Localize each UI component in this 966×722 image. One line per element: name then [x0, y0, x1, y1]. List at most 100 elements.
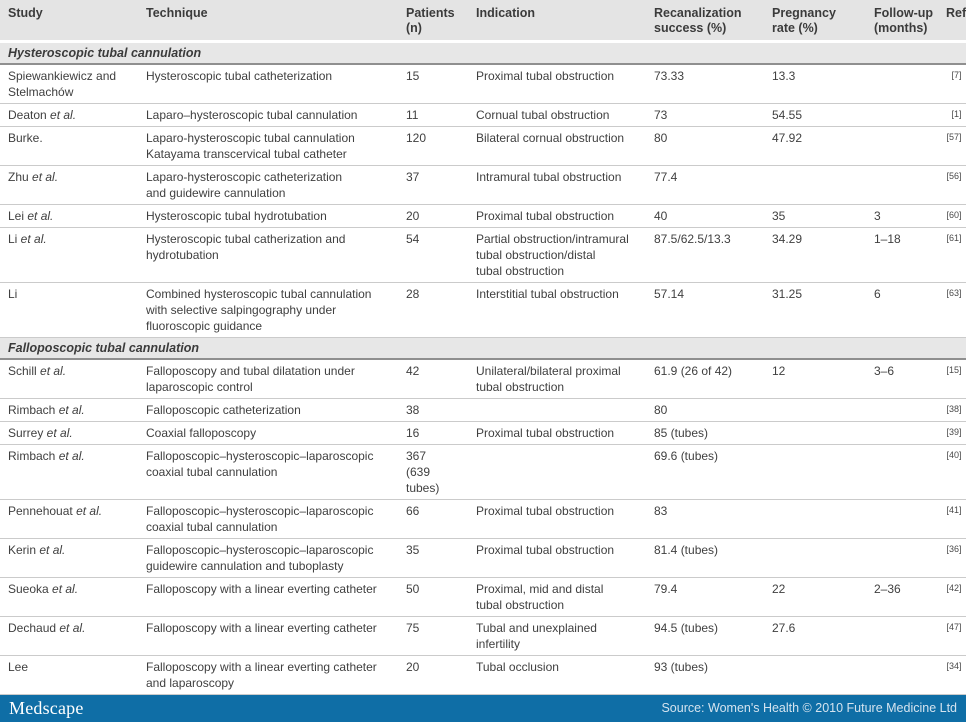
table-row: Pennehouat et al. Falloposcopic–hysterosc…: [0, 499, 966, 539]
section-title: Hysteroscopic tubal cannulation: [0, 41, 966, 65]
indication-cell: Proximal tubal obstruction: [468, 204, 646, 228]
section-header-row: Hysteroscopic tubal cannulation: [0, 41, 966, 65]
pregnancy-cell: 27.6: [764, 616, 866, 656]
table-row: Burke. Laparo-hysteroscopic tubal cannula…: [0, 126, 966, 166]
technique-cell: Falloposcopic–hysteroscopic–laparoscopic…: [138, 538, 398, 578]
followup-cell: [866, 655, 938, 695]
column-header-recanalization: Recanalization success (%): [646, 0, 764, 43]
study-name: Sueoka: [8, 582, 49, 596]
table-row: Kerin et al. Falloposcopic–hysteroscopic–…: [0, 538, 966, 578]
table-row: Li Combined hysteroscopic tubal cannulati…: [0, 282, 966, 338]
patients-cell: 37: [398, 165, 468, 205]
column-header-indication: Indication: [468, 0, 646, 43]
footer-bar: Medscape Source: Women's Health © 2010 F…: [0, 695, 966, 722]
table-header-row: Study Technique Patients (n) Indication …: [0, 0, 966, 43]
recanalization-cell: 73: [646, 103, 764, 127]
pregnancy-cell: 12: [764, 359, 866, 399]
patients-cell: 20: [398, 204, 468, 228]
table-row: Zhu et al. Laparo-hysteroscopic catheteri…: [0, 165, 966, 205]
study-name: Deaton: [8, 108, 47, 122]
study-cell: Zhu et al.: [0, 165, 138, 205]
study-etal: et al.: [48, 582, 79, 596]
studies-table: Study Technique Patients (n) Indication …: [0, 0, 966, 695]
patients-cell: 50: [398, 577, 468, 617]
recanalization-cell: 81.4 (tubes): [646, 538, 764, 578]
ref-cell: [15]: [938, 359, 966, 399]
ref-cell: [61]: [938, 227, 966, 283]
patients-cell: 42: [398, 359, 468, 399]
table-row: Dechaud et al. Falloposcopy with a linear…: [0, 616, 966, 656]
source-text: Source: Women's Health © 2010 Future Med…: [661, 701, 957, 715]
table-row: Spiewankiewicz and Stelmachów Hysteroscop…: [0, 64, 966, 104]
indication-cell: Bilateral cornual obstruction: [468, 126, 646, 166]
column-header-study: Study: [0, 0, 138, 43]
technique-cell: Hysteroscopic tubal hydrotubation: [138, 204, 398, 228]
study-cell: Spiewankiewicz and Stelmachów: [0, 64, 138, 104]
medscape-logo: Medscape: [9, 698, 84, 718]
study-etal: et al.: [43, 426, 73, 440]
study-name: Burke.: [8, 131, 43, 145]
ref-cell: [34]: [938, 655, 966, 695]
ref-cell: [42]: [938, 577, 966, 617]
technique-cell: Falloposcopy with a linear everting cath…: [138, 655, 398, 695]
study-name: Rimbach: [8, 403, 56, 417]
ref-cell: [41]: [938, 499, 966, 539]
technique-cell: Falloposcopic–hysteroscopic–laparoscopic…: [138, 499, 398, 539]
study-name: Spiewankiewicz and Stelmachów: [8, 69, 117, 99]
column-header-pregnancy: Pregnancy rate (%): [764, 0, 866, 43]
study-etal: et al.: [36, 364, 67, 378]
ref-cell: [40]: [938, 444, 966, 500]
table-row: Surrey et al. Coaxial falloposcopy 16 Proxi…: [0, 421, 966, 445]
indication-cell: Tubal occlusion: [468, 655, 646, 695]
indication-cell: Tubal and unexplained infertility: [468, 616, 646, 656]
pregnancy-cell: 54.55: [764, 103, 866, 127]
recanalization-cell: 80: [646, 126, 764, 166]
pregnancy-cell: [764, 538, 866, 578]
followup-cell: [866, 616, 938, 656]
pregnancy-cell: 13.3: [764, 64, 866, 104]
followup-cell: [866, 421, 938, 445]
technique-cell: Falloposcopic catheterization: [138, 398, 398, 422]
table-row: Lei et al. Hysteroscopic tubal hydrotubat…: [0, 204, 966, 228]
study-name: Li: [8, 287, 18, 301]
recanalization-cell: 93 (tubes): [646, 655, 764, 695]
study-cell: Rimbach et al.: [0, 444, 138, 500]
followup-cell: 3–6: [866, 359, 938, 399]
table-row: Rimbach et al. Falloposcopic–hysteroscopi…: [0, 444, 966, 500]
indication-cell: [468, 398, 646, 422]
section-title: Falloposcopic tubal cannulation: [0, 337, 966, 360]
followup-cell: [866, 444, 938, 500]
patients-cell: 35: [398, 538, 468, 578]
followup-cell: [866, 103, 938, 127]
technique-cell: Hysteroscopic tubal catherization and hy…: [138, 227, 398, 283]
indication-cell: Proximal tubal obstruction: [468, 421, 646, 445]
patients-cell: 11: [398, 103, 468, 127]
followup-cell: 2–36: [866, 577, 938, 617]
recanalization-cell: 79.4: [646, 577, 764, 617]
followup-cell: [866, 398, 938, 422]
pregnancy-cell: [764, 398, 866, 422]
study-cell: Sueoka et al.: [0, 577, 138, 617]
study-cell: Li et al.: [0, 227, 138, 283]
technique-cell: Falloposcopic–hysteroscopic–laparoscopic…: [138, 444, 398, 500]
followup-cell: [866, 64, 938, 104]
recanalization-cell: 40: [646, 204, 764, 228]
indication-cell: Proximal, mid and distal tubal obstructi…: [468, 577, 646, 617]
recanalization-cell: 83: [646, 499, 764, 539]
patients-cell: 75: [398, 616, 468, 656]
study-cell: Schill et al.: [0, 359, 138, 399]
ref-cell: [56]: [938, 165, 966, 205]
study-name: Kerin: [8, 543, 37, 557]
study-cell: Li: [0, 282, 138, 338]
study-etal: et al.: [28, 170, 59, 184]
indication-cell: [468, 444, 646, 500]
indication-cell: Proximal tubal obstruction: [468, 64, 646, 104]
study-cell: Dechaud et al.: [0, 616, 138, 656]
pregnancy-cell: 31.25: [764, 282, 866, 338]
pregnancy-cell: [764, 655, 866, 695]
study-etal: et al.: [55, 403, 85, 417]
patients-cell: 38: [398, 398, 468, 422]
technique-cell: Coaxial falloposcopy: [138, 421, 398, 445]
patients-cell: 20: [398, 655, 468, 695]
study-name: Rimbach: [8, 449, 56, 463]
